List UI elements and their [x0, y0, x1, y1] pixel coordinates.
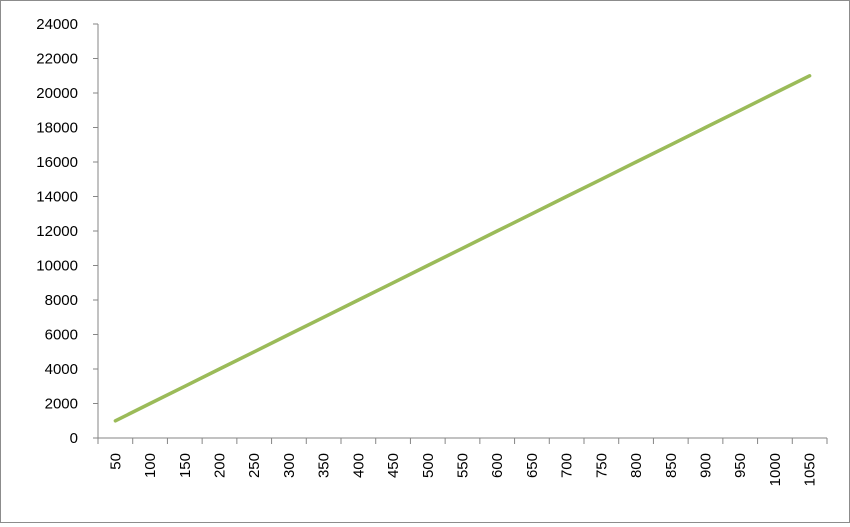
x-tick-label: 350 — [316, 453, 333, 478]
y-tick-label: 12000 — [36, 223, 78, 240]
x-tick-label: 900 — [698, 453, 715, 478]
x-tick-label: 100 — [142, 453, 159, 478]
x-tick-label: 800 — [628, 453, 645, 478]
x-tick-label: 650 — [524, 453, 541, 478]
y-tick-label: 2000 — [45, 396, 78, 413]
y-tick-label: 16000 — [36, 154, 78, 171]
x-tick-label: 250 — [246, 453, 263, 478]
y-tick-label: 4000 — [45, 361, 78, 378]
x-tick-label: 300 — [281, 453, 298, 478]
x-tick-label: 1050 — [802, 453, 819, 486]
x-tick-label: 750 — [593, 453, 610, 478]
x-tick-label: 950 — [732, 453, 749, 478]
x-tick-label: 400 — [350, 453, 367, 478]
y-tick-label: 22000 — [36, 51, 78, 68]
x-tick-label: 1000 — [767, 453, 784, 486]
y-tick-label: 18000 — [36, 120, 78, 137]
x-tick-label: 700 — [559, 453, 576, 478]
x-tick-label: 500 — [420, 453, 437, 478]
x-tick-label: 600 — [489, 453, 506, 478]
y-tick-label: 6000 — [45, 327, 78, 344]
y-tick-label: 20000 — [36, 85, 78, 102]
x-tick-label: 50 — [107, 453, 124, 470]
y-tick-label: 14000 — [36, 189, 78, 206]
x-tick-label: 450 — [385, 453, 402, 478]
x-tick-label: 200 — [212, 453, 229, 478]
x-tick-label: 850 — [663, 453, 680, 478]
x-tick-label: 150 — [177, 453, 194, 478]
y-tick-label: 10000 — [36, 258, 78, 275]
y-tick-label: 8000 — [45, 292, 78, 309]
y-tick-label: 24000 — [36, 16, 78, 33]
y-tick-label: 0 — [70, 430, 78, 447]
x-tick-label: 550 — [455, 453, 472, 478]
